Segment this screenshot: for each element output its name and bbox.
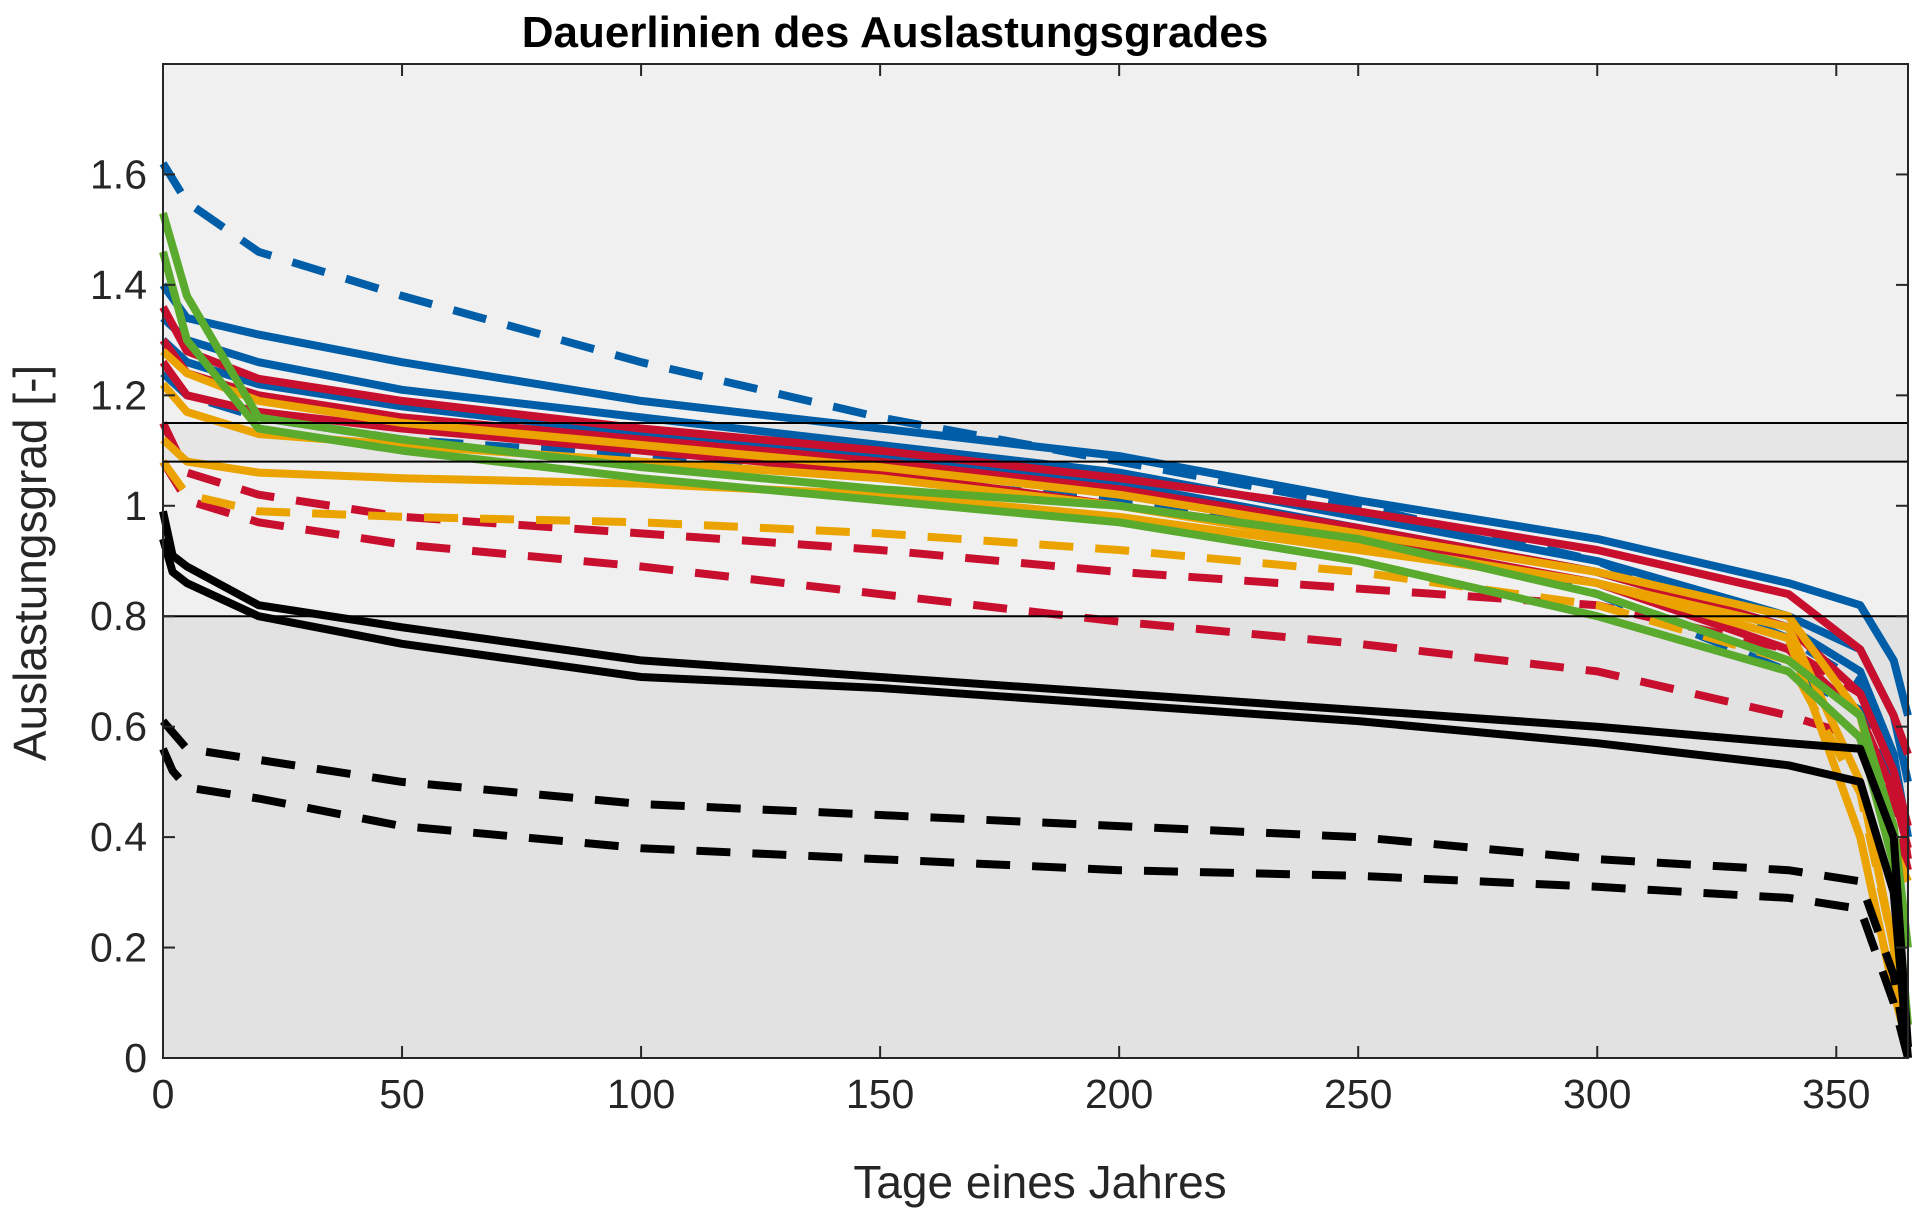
- x-tick-label: 50: [379, 1071, 425, 1117]
- y-tick-label: 1.2: [90, 372, 147, 418]
- x-tick-label: 100: [607, 1071, 675, 1117]
- y-tick-label: 1: [124, 483, 147, 529]
- series-line-15: [159, 250, 1912, 1026]
- y-tick-label: 0.6: [90, 704, 147, 750]
- y-axis-ticks: 0 0.2 0.4 0.6 0.8 1 1.2 1.4 1.6: [90, 151, 1908, 1081]
- series-line-8: [159, 337, 1912, 828]
- y-axis-label: Auslastungsgrad [-]: [4, 365, 56, 761]
- plot-frame: [162, 63, 1909, 1059]
- background-band-0: [163, 64, 1908, 423]
- x-tick-label: 250: [1324, 1071, 1392, 1117]
- y-tick-label: 0: [124, 1035, 147, 1081]
- y-tick-label: 1.6: [90, 151, 147, 197]
- series-line-7: [159, 305, 1912, 756]
- x-axis-ticks: 0 50 100 150 200 250 300 350: [152, 64, 1870, 1117]
- y-tick-label: 0.2: [90, 925, 147, 971]
- threshold-lines: [163, 421, 1908, 618]
- x-tick-label: 300: [1563, 1071, 1631, 1117]
- x-tick-label: 200: [1085, 1071, 1153, 1117]
- series-line-19: [159, 747, 1912, 1060]
- x-tick-label: 150: [846, 1071, 914, 1117]
- y-tick-label: 0.4: [90, 814, 147, 860]
- series-line-13: [160, 436, 1912, 1049]
- x-tick-label: 350: [1802, 1071, 1870, 1117]
- series-line-17: [159, 537, 1912, 1059]
- series-line-16: [159, 510, 1912, 1048]
- series-line-14: [159, 211, 1912, 949]
- x-axis-label: Tage eines Jahres: [853, 1156, 1226, 1208]
- x-tick-label: 0: [152, 1071, 175, 1117]
- series-line-2: [159, 282, 1912, 717]
- series-line-4: [160, 337, 1912, 838]
- y-tick-label: 0.8: [90, 593, 147, 639]
- y-tick-label: 1.4: [90, 262, 147, 308]
- chart-title: Dauerlinien des Auslastungsgrades: [522, 8, 1269, 57]
- series-line-18: [159, 718, 1912, 1059]
